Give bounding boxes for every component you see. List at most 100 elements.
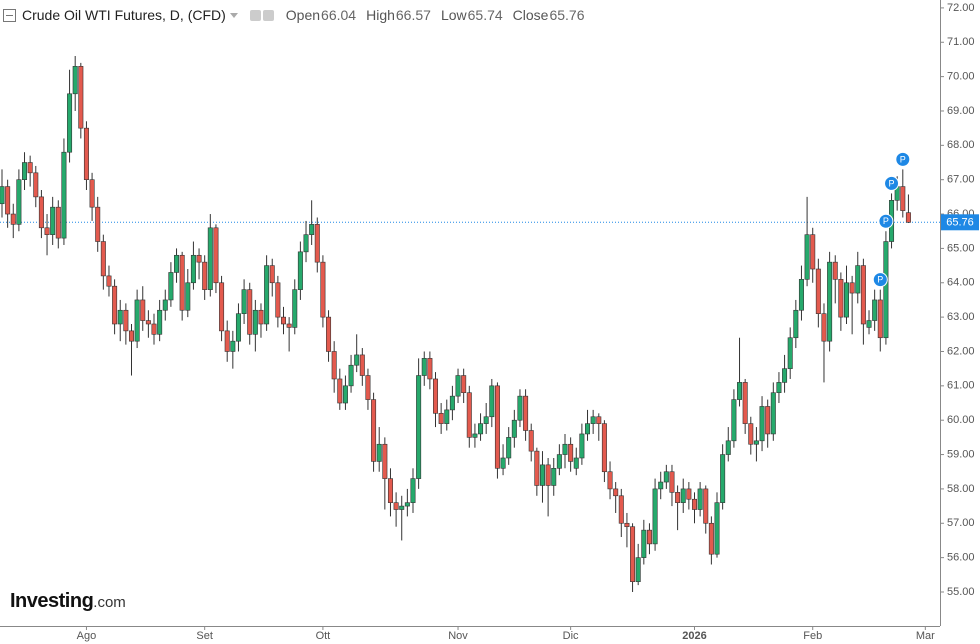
candle-body — [224, 330, 230, 352]
candle-body — [551, 467, 557, 486]
candle-body — [140, 299, 146, 321]
candle-body — [207, 227, 213, 290]
event-marker-label: P — [883, 216, 889, 226]
candle-body — [472, 433, 478, 438]
candle-body — [691, 498, 697, 510]
candle-body — [112, 285, 118, 325]
dropdown[interactable] — [229, 12, 238, 18]
y-tick-label: 69.00 — [947, 105, 975, 117]
candle-body — [399, 505, 405, 510]
candle-body — [787, 337, 793, 369]
candle-body — [162, 299, 168, 311]
candle-body — [815, 268, 821, 314]
candle-body — [202, 261, 208, 290]
candle-body — [534, 450, 540, 486]
candle-body — [128, 330, 134, 342]
settings-button[interactable] — [249, 9, 261, 21]
candle-body — [106, 275, 112, 287]
y-tick-label: 56.00 — [947, 552, 975, 564]
candle-body — [466, 392, 472, 438]
candle-body — [461, 375, 467, 394]
x-tick-label: Ago — [77, 630, 97, 642]
candle-body — [421, 358, 427, 376]
candle-body — [506, 437, 512, 459]
y-tick-label: 59.00 — [947, 448, 975, 460]
last-price-label: 65.76 — [946, 217, 974, 229]
y-tick-label: 62.00 — [947, 345, 975, 357]
candle-body — [168, 272, 174, 301]
candle-body — [286, 323, 292, 328]
candle-body — [714, 502, 720, 555]
candle-body — [793, 309, 799, 339]
candle-body — [827, 261, 833, 342]
candle-body — [320, 261, 326, 318]
candle-body — [810, 234, 816, 270]
candle-body — [449, 395, 455, 411]
candle-body — [776, 382, 782, 394]
candle-body — [342, 385, 348, 404]
candle-body — [123, 309, 129, 332]
candle-body — [371, 399, 377, 462]
candle-body — [455, 375, 461, 397]
candle-body — [905, 212, 911, 223]
event-marker-label: P — [877, 275, 883, 285]
candle-body — [849, 282, 855, 294]
candle-body — [230, 340, 236, 352]
y-tick-label: 55.00 — [947, 586, 975, 598]
event-marker-label: P — [889, 178, 895, 188]
y-tick-label: 61.00 — [947, 380, 975, 392]
candle-body — [770, 392, 776, 435]
candle-body — [478, 423, 484, 435]
candle-body — [258, 309, 264, 325]
candle-body — [174, 254, 180, 273]
candle-body — [280, 316, 286, 325]
candle-body — [596, 416, 602, 424]
candle-body — [359, 354, 365, 376]
candle-body — [753, 440, 759, 445]
ohlc-label: Close — [512, 7, 549, 23]
candle-body — [38, 196, 44, 229]
candle-body — [5, 186, 11, 215]
candle-body — [568, 443, 574, 462]
candle-body — [61, 151, 67, 239]
candle-body — [404, 502, 410, 507]
candle-body — [686, 488, 692, 500]
candle-body — [348, 364, 354, 387]
collapse-icon[interactable] — [3, 8, 16, 22]
candle-body — [134, 299, 140, 342]
candle-body — [539, 464, 545, 486]
candle-body — [517, 395, 523, 421]
candle-body — [326, 316, 332, 352]
logo-suffix: .com — [93, 594, 126, 611]
candle-body — [117, 309, 123, 325]
candle-body — [832, 261, 838, 280]
add-button[interactable] — [262, 9, 274, 21]
candle-body — [314, 224, 320, 263]
candle-body — [652, 488, 658, 545]
ohlc-value: 65.76 — [549, 7, 585, 23]
candle-body — [759, 406, 765, 442]
candle-body — [658, 481, 664, 490]
candle-body — [630, 526, 636, 582]
candle-body — [235, 313, 241, 342]
candle-body — [145, 320, 151, 325]
x-tick-label: Ott — [316, 630, 331, 642]
y-tick-label: 65.00 — [947, 242, 975, 254]
candle-body — [821, 313, 827, 342]
candle-body — [185, 282, 191, 311]
candle-body — [50, 206, 56, 235]
candle-body — [252, 309, 258, 335]
candle-body — [190, 254, 196, 284]
candle-body — [737, 382, 743, 400]
candle-body — [0, 186, 5, 205]
candle-body — [376, 443, 382, 462]
candle-body — [303, 234, 309, 253]
candle-body — [100, 241, 106, 277]
candle-body — [219, 282, 225, 332]
event-marker — [895, 151, 911, 167]
candle-body — [579, 433, 585, 459]
event-marker-label: P — [900, 154, 906, 164]
candle-body — [635, 557, 641, 582]
candle-body — [675, 492, 681, 503]
